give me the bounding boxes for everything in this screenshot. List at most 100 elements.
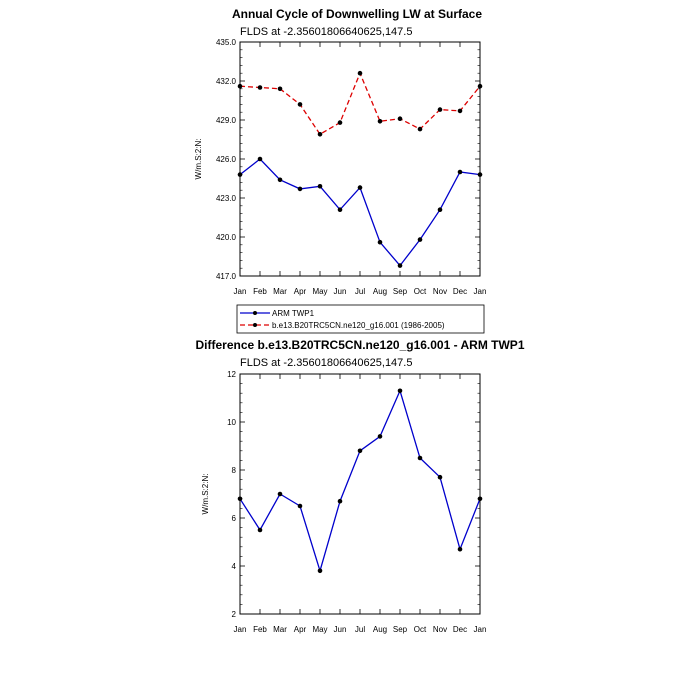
series-line-0 (239, 158, 481, 267)
chart2-yaxis: 2 4 6 8 10 12 (227, 370, 480, 619)
data-point (377, 239, 383, 245)
data-point (357, 185, 363, 190)
data-point (457, 169, 463, 175)
xtick-label: Oct (414, 287, 427, 296)
data-point (397, 263, 403, 268)
xtick-label: Sep (393, 625, 408, 634)
ytick-label: 426.0 (216, 155, 237, 164)
data-point (317, 568, 323, 574)
chart2-title: Difference b.e13.B20TRC5CN.ne120_g16.001… (195, 338, 524, 352)
data-point (297, 503, 303, 509)
xtick-label: Dec (453, 625, 467, 634)
data-point (457, 546, 463, 552)
data-point (477, 496, 483, 502)
ytick-label: 12 (227, 370, 236, 379)
data-point (357, 448, 363, 454)
legend-box (236, 304, 485, 334)
xtick-label: Jan (474, 287, 487, 296)
ytick-label: 10 (227, 418, 236, 427)
data-point (417, 455, 423, 461)
data-point (417, 237, 423, 242)
xtick-label: Feb (253, 287, 267, 296)
chart2-ylabel: W/m.S:2:N: (201, 474, 210, 515)
data-point (397, 388, 403, 394)
data-point (437, 107, 443, 112)
chart1-xaxis: Jan Feb Mar Apr May Jun Jul Aug Sep Oct Nov Dec Jan (234, 42, 487, 296)
data-point (237, 172, 243, 177)
series-line-0 (239, 388, 481, 574)
data-point (257, 85, 263, 90)
data-point (277, 491, 283, 497)
data-point (437, 474, 443, 480)
legend-label-model: b.e13.B20TRC5CN.ne120_g16.001 (1986-2005… (272, 321, 445, 330)
legend-marker-model (253, 323, 257, 327)
data-point (477, 172, 483, 177)
chart-difference: Difference b.e13.B20TRC5CN.ne120_g16.001… (195, 338, 524, 634)
data-point (237, 496, 243, 502)
ytick-label: 435.0 (216, 38, 237, 47)
data-point (377, 434, 383, 439)
xtick-label: May (312, 625, 327, 634)
data-point (337, 207, 343, 212)
xtick-label: Feb (253, 625, 267, 634)
xtick-label: Jan (474, 625, 487, 634)
xtick-label: Oct (414, 625, 427, 634)
data-point (457, 108, 463, 114)
chart1-series (237, 70, 483, 268)
xtick-label: Jun (334, 625, 347, 634)
legend: ARM TWP1 b.e13.B20TRC5CN.ne120_g16.001 (… (236, 304, 485, 334)
xtick-label: May (312, 287, 327, 296)
data-point (357, 70, 363, 76)
chart1-yaxis: 417.0 420.0 423.0 426.0 429.0 432.0 435.0 (216, 38, 480, 281)
data-point (257, 527, 263, 533)
xtick-label: Mar (273, 287, 287, 296)
xtick-label: Apr (294, 287, 307, 296)
data-point (337, 498, 343, 504)
legend-marker-arm (253, 311, 257, 315)
chart2-series (237, 388, 483, 574)
ytick-label: 432.0 (216, 77, 237, 86)
ytick-label: 429.0 (216, 116, 237, 125)
series-line-1 (239, 71, 481, 136)
xtick-label: Nov (433, 287, 447, 296)
chart-annual-cycle: Annual Cycle of Downwelling LW at Surfac… (194, 7, 486, 296)
data-point (257, 156, 263, 162)
chart1-plot-frame (239, 41, 481, 277)
xtick-label: Jul (355, 625, 365, 634)
data-point (437, 207, 443, 212)
xtick-label: Nov (433, 625, 447, 634)
data-point (417, 126, 423, 132)
chart1-ylabel: W/m.S:2:N: (194, 139, 203, 180)
data-point (477, 83, 483, 89)
xtick-label: Jun (334, 287, 347, 296)
xtick-label: Apr (294, 625, 307, 634)
chart1-title: Annual Cycle of Downwelling LW at Surfac… (232, 7, 482, 21)
xtick-label: Jan (234, 625, 247, 634)
ytick-label: 8 (232, 466, 237, 475)
ytick-label: 2 (232, 610, 237, 619)
data-point (397, 116, 403, 121)
data-point (377, 119, 383, 124)
xtick-label: Jan (234, 287, 247, 296)
data-point (277, 177, 283, 183)
xtick-label: Jul (355, 287, 365, 296)
xtick-label: Sep (393, 287, 408, 296)
data-point (317, 132, 323, 137)
chart2-subtitle: FLDS at -2.35601806640625,147.5 (240, 357, 412, 369)
xtick-label: Aug (373, 287, 387, 296)
ytick-label: 423.0 (216, 194, 237, 203)
ytick-label: 420.0 (216, 233, 237, 242)
chart1-subtitle: FLDS at -2.35601806640625,147.5 (240, 26, 412, 38)
xtick-label: Dec (453, 287, 467, 296)
ytick-label: 417.0 (216, 272, 237, 281)
data-point (337, 120, 343, 125)
legend-label-arm: ARM TWP1 (272, 309, 315, 318)
xtick-label: Mar (273, 625, 287, 634)
ytick-label: 6 (232, 514, 237, 523)
data-point (317, 184, 323, 189)
chart2-xaxis: Jan Feb Mar Apr May Jun Jul Aug Sep Oct Nov Dec Jan (234, 374, 487, 634)
data-point (237, 83, 243, 89)
data-point (297, 102, 303, 107)
ytick-label: 4 (232, 562, 237, 571)
